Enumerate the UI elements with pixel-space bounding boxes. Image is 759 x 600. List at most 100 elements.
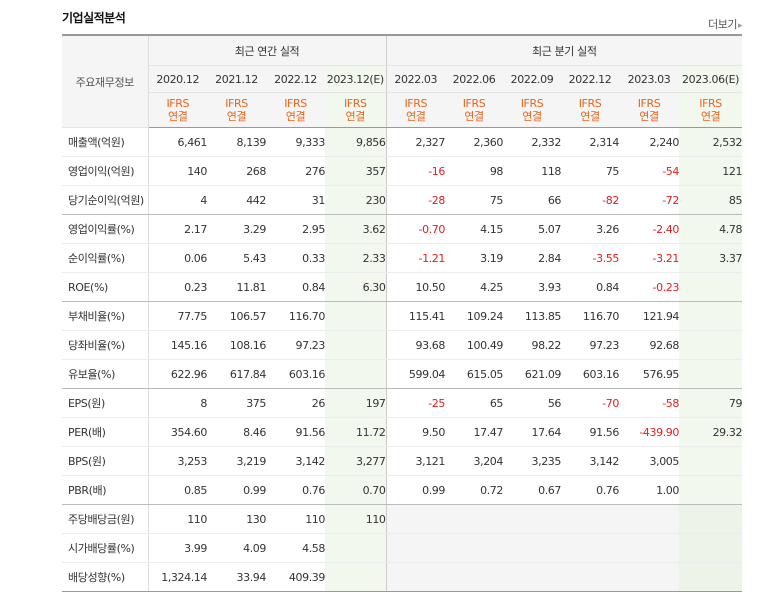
row-label: 배당성향(%) <box>62 562 149 592</box>
value-cell <box>503 562 562 592</box>
table-row: ROE(%) 0.23 11.81 0.84 6.30 10.50 4.25 3.93 0.84… <box>62 272 743 302</box>
value-cell: 91.56 <box>561 417 620 447</box>
value-cell: 375 <box>207 388 266 418</box>
value-cell: -72 <box>619 185 680 215</box>
row-label: 순이익률(%) <box>62 243 149 273</box>
basis-consolidated: 연결 <box>345 110 366 123</box>
value-cell: 3,219 <box>207 446 266 476</box>
value-cell: 615.05 <box>445 359 504 389</box>
basis-ifrs: IFRS <box>462 97 486 110</box>
value-cell: 3.26 <box>561 214 620 244</box>
basis-ifrs: IFRS <box>225 97 248 110</box>
value-cell: 77.75 <box>148 301 207 331</box>
row-label: 당기순이익(억원) <box>62 185 149 215</box>
table-row: 순이익률(%) 0.06 5.43 0.33 2.33 -1.21 3.19 2.84 -3.5… <box>62 243 743 273</box>
value-cell: 599.04 <box>385 359 446 389</box>
basis-consolidated: 연결 <box>639 110 659 123</box>
chevron-right-icon: ▸ <box>737 21 743 31</box>
basis-header: IFRS 연결 <box>503 92 562 128</box>
more-link[interactable]: 더보기▸ <box>708 16 742 32</box>
value-cell: -1.21 <box>385 243 446 273</box>
value-cell <box>325 562 387 592</box>
value-cell: 5.43 <box>207 243 266 273</box>
value-cell: 9,856 <box>325 127 387 157</box>
value-cell: 2,332 <box>503 127 562 157</box>
more-label: 더보기 <box>708 18 737 31</box>
basis-header: IFRS 연결 <box>266 92 325 128</box>
value-cell: 354.60 <box>148 417 207 447</box>
value-cell: 3,235 <box>503 446 562 476</box>
value-cell: 8.46 <box>207 417 266 447</box>
basis-header: IFRS 연결 <box>619 92 680 128</box>
table-row: 당좌비율(%) 145.16 108.16 97.23 93.68 100.49 98.22… <box>62 330 743 360</box>
value-cell: 2.17 <box>148 214 207 244</box>
value-cell <box>385 533 446 563</box>
value-cell: -3.55 <box>561 243 620 273</box>
table-row: BPS(원) 3,253 3,219 3,142 3,277 3,121 3,204 3,23… <box>62 446 743 476</box>
value-cell: -2.40 <box>619 214 680 244</box>
value-cell: 110 <box>266 504 325 534</box>
table-row: 주당배당금(원) 110 130 110 110 <box>62 504 743 534</box>
row-label: 영업이익(억원) <box>62 156 149 186</box>
value-cell <box>679 359 743 389</box>
value-cell: 0.99 <box>207 475 266 505</box>
row-label: 부채비율(%) <box>62 301 149 331</box>
value-cell: 93.68 <box>385 330 446 360</box>
value-cell: 115.41 <box>385 301 446 331</box>
value-cell: 113.85 <box>503 301 562 331</box>
value-cell: 3.29 <box>207 214 266 244</box>
value-cell <box>445 504 504 534</box>
value-cell <box>561 562 620 592</box>
value-cell: 10.50 <box>385 272 446 302</box>
value-cell: 85 <box>679 185 743 215</box>
basis-ifrs: IFRS <box>404 97 428 110</box>
value-cell <box>679 272 743 302</box>
basis-consolidated: 연결 <box>700 110 721 123</box>
value-cell: 0.72 <box>445 475 504 505</box>
value-cell: 230 <box>325 185 387 215</box>
item-header: 주요재무정보 <box>62 34 149 128</box>
basis-consolidated: 연결 <box>226 110 247 123</box>
basis-header: IFRS 연결 <box>207 92 266 128</box>
value-cell: 197 <box>325 388 387 418</box>
basis-header: IFRS 연결 <box>561 92 620 128</box>
basis-consolidated: 연결 <box>464 110 484 123</box>
value-cell: 140 <box>148 156 207 186</box>
value-cell: 3,253 <box>148 446 207 476</box>
value-cell: -439.90 <box>619 417 680 447</box>
value-cell: 3,142 <box>266 446 325 476</box>
value-cell: 11.81 <box>207 272 266 302</box>
value-cell: 357 <box>325 156 387 186</box>
value-cell: 98.22 <box>503 330 562 360</box>
value-cell: -0.70 <box>385 214 446 244</box>
value-cell <box>679 533 743 563</box>
value-cell: 0.99 <box>385 475 446 505</box>
value-cell <box>561 504 620 534</box>
value-cell: 92.68 <box>619 330 680 360</box>
basis-ifrs: IFRS <box>520 97 544 110</box>
value-cell: 6,461 <box>148 127 207 157</box>
value-cell <box>445 533 504 563</box>
value-cell <box>385 562 446 592</box>
row-label: 주당배당금(원) <box>62 504 149 534</box>
value-cell: 9.50 <box>385 417 446 447</box>
table-row: 영업이익률(%) 2.17 3.29 2.95 3.62 -0.70 4.15 5.07 3.2… <box>62 214 743 244</box>
period-header: 2022.06 <box>445 65 504 93</box>
period-header: 2022.12 <box>266 65 325 93</box>
row-label: PBR(배) <box>62 475 149 505</box>
basis-ifrs: IFRS <box>637 97 661 110</box>
basis-header: IFRS 연결 <box>148 92 207 128</box>
value-cell <box>561 533 620 563</box>
period-header: 2021.12 <box>207 65 266 93</box>
value-cell: 3,005 <box>619 446 680 476</box>
value-cell: 2.95 <box>266 214 325 244</box>
value-cell: 621.09 <box>503 359 562 389</box>
value-cell: 91.56 <box>266 417 325 447</box>
value-cell: 8 <box>148 388 207 418</box>
value-cell <box>385 504 446 534</box>
value-cell: 75 <box>445 185 504 215</box>
value-cell: 4.25 <box>445 272 504 302</box>
annual-header: 최근 연간 실적 <box>148 34 387 66</box>
value-cell: 603.16 <box>266 359 325 389</box>
value-cell: 17.64 <box>503 417 562 447</box>
